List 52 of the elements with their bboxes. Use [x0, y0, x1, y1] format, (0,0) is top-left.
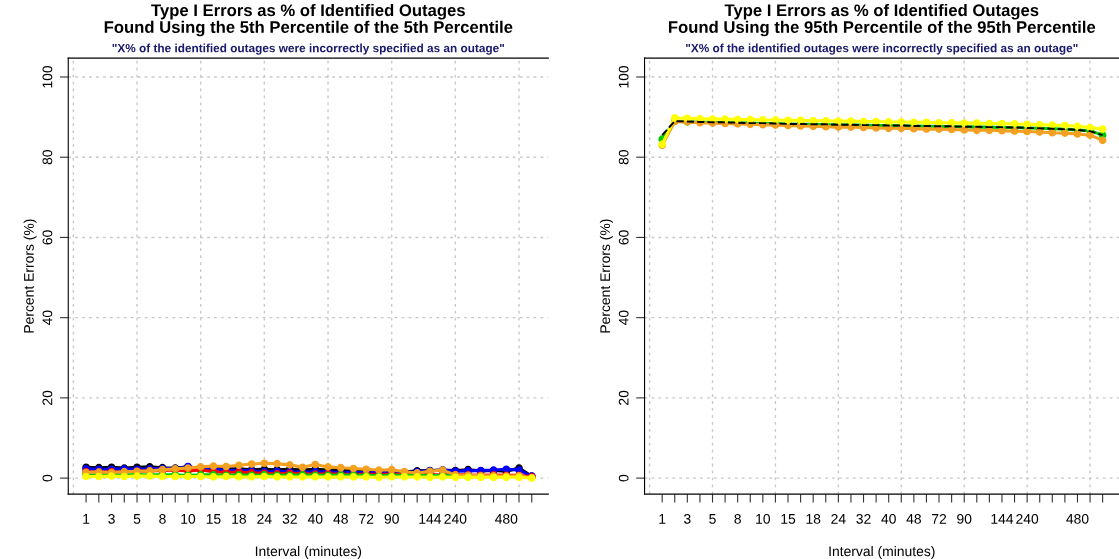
x-tick-label: 24	[831, 513, 846, 524]
x-tick-label: 24	[257, 513, 272, 524]
x-tick-label: 10	[181, 513, 196, 524]
x-tick-label: 72	[359, 513, 374, 524]
chart-subtitle: "X% of the identified outages were incorrectly specified as an outage"	[112, 43, 505, 55]
x-tick-label: 240	[444, 513, 467, 524]
x-tick-label: 10	[756, 513, 771, 524]
y-tick-label: 100	[618, 65, 629, 88]
x-tick-label: 480	[495, 513, 518, 524]
x-tick-label: 15	[206, 514, 221, 524]
x-tick-label: 32	[856, 513, 871, 524]
x-tick-label: 5	[709, 514, 716, 524]
x-tick-label: 72	[932, 513, 947, 524]
x-tick-label: 90	[384, 513, 399, 524]
x-tick-label: 48	[333, 513, 348, 524]
y-tick-label: 20	[42, 390, 53, 405]
y-tick-label: 40	[42, 310, 53, 326]
x-tick-label: 1	[83, 514, 90, 524]
chart-subtitle: "X% of the identified outages were incorrectly specified as an outage"	[686, 43, 1078, 55]
x-tick-label: 40	[881, 513, 896, 524]
x-tick-label: 240	[1016, 513, 1039, 524]
x-tick-label: 15	[781, 514, 796, 524]
x-tick-label: 5	[133, 514, 141, 524]
y-tick-label: 0	[42, 474, 53, 482]
x-tick-label: 48	[906, 513, 921, 524]
y-tick-label: 20	[618, 390, 629, 405]
x-tick-label: 32	[282, 513, 297, 524]
chart-title: Type I Errors as % of Identified Outages Found Using the 5th Percentile of the 5th Percentile	[104, 3, 513, 37]
y-tick-label: 40	[618, 310, 629, 326]
x-tick-label: 18	[232, 513, 247, 524]
x-tick-label: 3	[684, 513, 691, 524]
y-tick-label: 100	[42, 65, 53, 88]
y-tick-label: 60	[42, 230, 53, 245]
x-tick-label: 480	[1066, 513, 1089, 524]
x-tick-label: 144	[991, 514, 1014, 524]
x-tick-label: 1	[659, 514, 666, 524]
chart-title: Type I Errors as % of Identified Outages Found Using the 95th Percentile of the 95th Percentile	[668, 3, 1096, 37]
x-tick-label: 3	[108, 513, 115, 524]
x-axis-title: Interval (minutes)	[255, 545, 362, 559]
x-axis-title: Interval (minutes)	[829, 545, 935, 559]
x-tick-label: 18	[806, 513, 821, 524]
x-tick-label: 8	[734, 513, 741, 524]
y-axis-title: Percent Errors (%)	[599, 219, 613, 333]
x-tick-label: 144	[419, 514, 442, 524]
y-tick-label: 80	[42, 150, 53, 165]
y-tick-label: 60	[618, 230, 629, 245]
y-tick-label: 80	[618, 150, 629, 165]
y-tick-label: 0	[618, 474, 629, 482]
x-tick-label: 40	[307, 513, 323, 524]
x-tick-label: 8	[159, 513, 166, 524]
x-tick-label: 90	[957, 513, 972, 524]
y-axis-title: Percent Errors (%)	[23, 219, 37, 333]
